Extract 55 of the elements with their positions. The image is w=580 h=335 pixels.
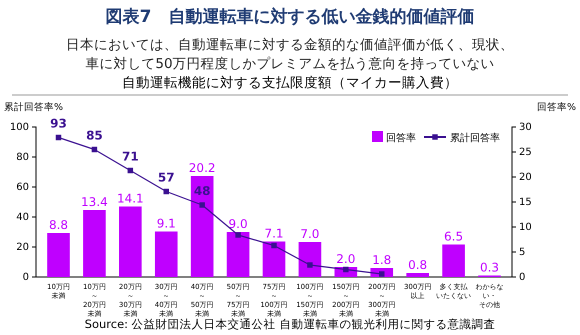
point xyxy=(128,168,134,174)
data-label: 9.0 xyxy=(228,217,248,231)
point xyxy=(235,232,241,238)
chart-subtitle: 日本においては、自動運転車に対する金額的な価値評価が低く、現状、車に対して50万円程度しかプレミアムを払う意向を持っていない xyxy=(66,37,514,72)
bar xyxy=(262,242,286,277)
data-label: 93 xyxy=(50,116,67,130)
y2-tick-label: 25 xyxy=(519,147,532,158)
y2-tick-label: 15 xyxy=(519,197,532,208)
data-label: 85 xyxy=(86,128,103,142)
data-label: 71 xyxy=(122,150,139,164)
point xyxy=(199,202,205,208)
y2-tick-label: 30 xyxy=(519,122,532,134)
data-label: 9.1 xyxy=(156,216,176,230)
chart-title: 図表7 自動運転車に対する低い金銭的価値評価 xyxy=(106,7,474,27)
data-label: 6.5 xyxy=(444,230,464,244)
point xyxy=(92,146,98,152)
bar xyxy=(226,232,250,277)
data-label: 0.8 xyxy=(408,258,428,272)
data-label: 48 xyxy=(194,184,211,198)
bar xyxy=(47,233,70,277)
bar xyxy=(442,244,465,277)
y-tick-label: 40 xyxy=(16,212,29,224)
bar xyxy=(190,176,214,277)
bar xyxy=(298,242,322,277)
data-label: 20.2 xyxy=(188,161,216,175)
y-axis-title: 累計回答率% xyxy=(4,101,64,113)
y2-tick-label: 10 xyxy=(519,222,532,234)
legend-label: 回答率 xyxy=(386,132,416,144)
data-label: 57 xyxy=(158,170,175,184)
y-tick-label: 60 xyxy=(16,182,29,194)
y-tick-label: 0 xyxy=(22,272,29,284)
bar xyxy=(119,206,142,277)
text: 自動運転機能に対する支払限度額（マイカー購入費） xyxy=(122,75,458,91)
bar xyxy=(406,273,429,277)
point xyxy=(307,262,313,268)
bar xyxy=(83,210,106,277)
data-label: 14.1 xyxy=(116,192,144,206)
legend-label: 累計回答率 xyxy=(450,132,500,144)
y2-tick-label: 5 xyxy=(519,247,526,258)
data-label: 8.8 xyxy=(48,218,68,232)
y-tick-label: 80 xyxy=(16,152,29,164)
y2-axis-title: 回答率% xyxy=(536,101,576,113)
data-label: 7.1 xyxy=(264,226,284,240)
data-label: 0.3 xyxy=(480,260,500,274)
data-label: 13.4 xyxy=(81,195,108,209)
point xyxy=(164,188,169,194)
data-label: 7.0 xyxy=(300,227,320,241)
source-note: Source: 公益財団法人日本交通公社 自動運転車の観光利用に関する意識調査 xyxy=(84,317,496,331)
y-tick-label: 20 xyxy=(16,242,29,254)
bar xyxy=(154,232,178,277)
y-tick-label: 100 xyxy=(10,122,29,134)
data-label: 1.8 xyxy=(372,253,392,267)
y2-tick-label: 0 xyxy=(519,272,526,284)
data-label: 2.0 xyxy=(336,252,356,266)
y2-tick-label: 20 xyxy=(519,172,532,184)
